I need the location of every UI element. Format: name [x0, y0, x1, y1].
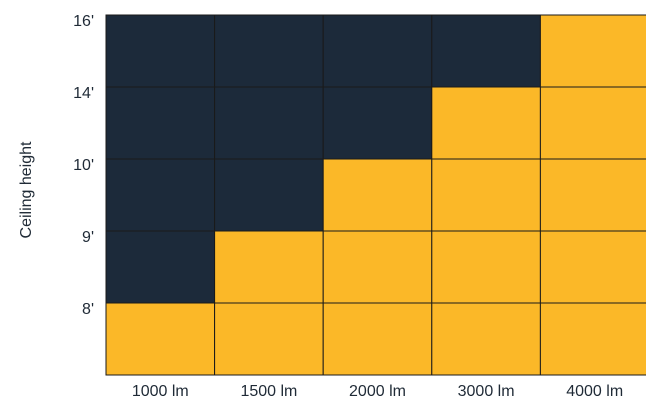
x-tick-label: 1000 lm — [132, 383, 189, 400]
heatmap-cell-r2-c0 — [105, 158, 216, 232]
x-tick-label: 2000 lm — [349, 383, 406, 400]
heatmap-cell-r0-c2 — [322, 14, 433, 88]
heatmap-cell-r3-c1 — [214, 230, 324, 304]
heatmap-cell-r2-c3 — [431, 158, 541, 232]
x-tick-label: 3000 lm — [458, 383, 515, 400]
heatmap-cell-r0-c1 — [214, 14, 324, 88]
y-tick-labels: 16' 14' 10' 9' 8' — [73, 13, 94, 318]
heatmap-cell-r4-c4 — [539, 302, 646, 376]
y-tick-label: 9' — [82, 229, 94, 246]
x-tick-label: 1500 lm — [240, 383, 297, 400]
y-axis-title: Ceiling height — [18, 141, 35, 239]
heatmap-cell-r3-c3 — [431, 230, 541, 304]
x-tick-label: 4000 lm — [566, 383, 623, 400]
heatmap-cell-r1-c0 — [105, 86, 216, 160]
heatmap-cell-r1-c4 — [539, 86, 646, 160]
heatmap-cell-r0-c4 — [539, 14, 646, 88]
heatmap-cell-r2-c1 — [214, 158, 324, 232]
heatmap-cell-r2-c2 — [322, 158, 433, 232]
x-tick-labels: 1000 lm 1500 lm 2000 lm 3000 lm 4000 lm — [132, 383, 623, 400]
heatmap-cell-r1-c3 — [431, 86, 541, 160]
heatmap-cell-r2-c4 — [539, 158, 646, 232]
y-tick-label: 14' — [73, 85, 94, 102]
y-tick-label: 10' — [73, 157, 94, 174]
heatmap-cell-r3-c2 — [322, 230, 433, 304]
heatmap-cell-r3-c4 — [539, 230, 646, 304]
heatmap-cell-r0-c3 — [431, 14, 541, 88]
heatmap-cells — [105, 14, 646, 376]
y-tick-label: 8' — [82, 301, 94, 318]
heatmap-cell-r1-c2 — [322, 86, 433, 160]
heatmap-cell-r3-c0 — [105, 230, 216, 304]
heatmap-cell-r0-c0 — [105, 14, 216, 88]
heatmap-cell-r1-c1 — [214, 86, 324, 160]
heatmap-cell-r4-c2 — [322, 302, 433, 376]
heatmap-cell-r4-c3 — [431, 302, 541, 376]
heatmap-cell-r4-c0 — [105, 302, 216, 376]
heatmap-cell-r4-c1 — [214, 302, 324, 376]
y-tick-label: 16' — [73, 13, 94, 30]
